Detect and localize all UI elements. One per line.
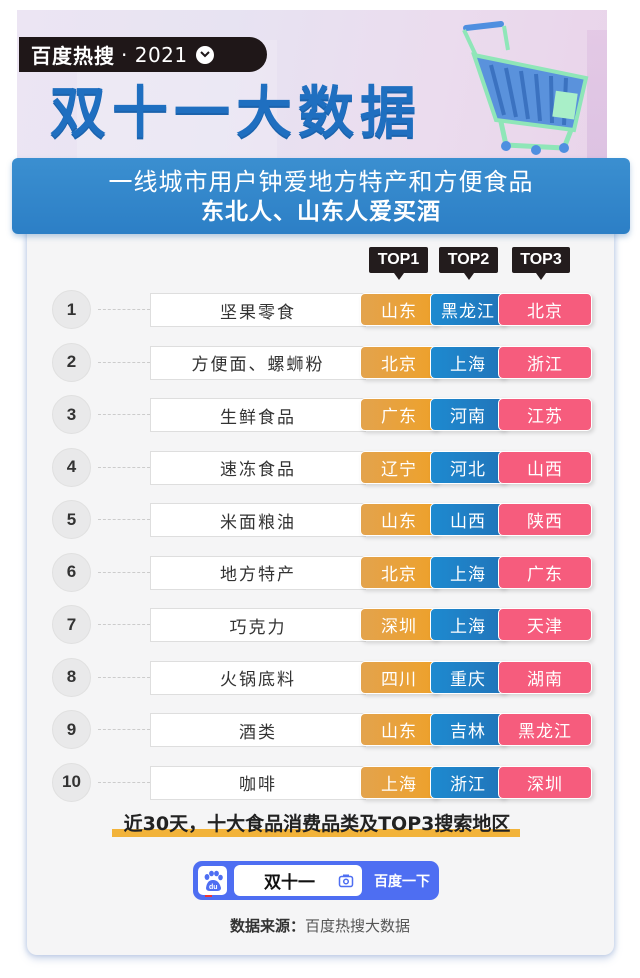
rank-badge: 2 <box>52 342 91 382</box>
category-label: 酒类 <box>150 713 366 747</box>
top1-region-pill: 上海 <box>360 765 438 799</box>
baidu-paw-icon: du <box>198 866 227 895</box>
top3-region-pill: 江苏 <box>498 398 592 431</box>
dashed-connector <box>98 414 150 415</box>
table-row: 8 火锅底料 四川 重庆 湖南 <box>0 657 640 698</box>
table-row: 7 巧克力 深圳 上海 天津 <box>0 605 640 645</box>
top2-region-pill: 上海 <box>430 555 506 589</box>
category-label: 巧克力 <box>150 608 366 642</box>
rank-badge: 5 <box>52 500 91 539</box>
rank-badge: 10 <box>52 762 91 802</box>
category-label: 咖啡 <box>150 765 366 800</box>
column-header-top1: TOP1 <box>369 247 428 280</box>
top2-region-pill: 河南 <box>430 398 506 431</box>
shopping-cart-icon <box>446 10 596 160</box>
top3-region-pill: 北京 <box>498 293 592 326</box>
category-label: 方便面、螺蛳粉 <box>150 345 366 380</box>
category-label: 米面粮油 <box>150 503 366 537</box>
rank-badge: 8 <box>52 657 91 697</box>
top3-region-pill: 陕西 <box>498 503 592 536</box>
camera-icon[interactable] <box>338 873 354 888</box>
top3-region-pill: 黑龙江 <box>498 713 592 746</box>
table-row: 2 方便面、螺蛳粉 北京 上海 浙江 <box>0 342 640 383</box>
table-row: 3 生鲜食品 广东 河南 江苏 <box>0 395 640 435</box>
top2-region-pill: 上海 <box>430 345 506 379</box>
table-row: 1 坚果零食 山东 黑龙江 北京 <box>0 290 640 330</box>
top3-region-pill: 湖南 <box>498 660 592 694</box>
top2-region-pill: 吉林 <box>430 713 506 746</box>
category-label: 速冻食品 <box>150 450 366 485</box>
dashed-connector <box>98 519 150 520</box>
search-box: du 双十一 百度一下 <box>193 861 439 900</box>
column-header-top3: TOP3 <box>512 247 570 280</box>
top2-region-pill: 重庆 <box>430 660 506 694</box>
top3-region-pill: 广东 <box>498 555 592 589</box>
dashed-connector <box>98 624 150 625</box>
rank-badge: 1 <box>52 290 91 329</box>
top1-region-pill: 北京 <box>360 345 438 379</box>
rank-badge: 9 <box>52 710 91 749</box>
rank-badge: 3 <box>52 395 91 434</box>
search-query: 双十一 <box>264 873 315 893</box>
dashed-connector <box>98 781 150 783</box>
subtitle-line-1: 一线城市用户钟爱地方特产和方便食品 <box>108 168 534 196</box>
data-source-value: 百度热搜大数据 <box>305 917 411 935</box>
top1-region-pill: 山东 <box>360 503 438 536</box>
top3-region-pill: 深圳 <box>498 765 592 799</box>
rank-badge: 7 <box>52 605 91 644</box>
search-button[interactable]: 百度一下 <box>374 873 430 890</box>
year-label: · 2021 <box>121 42 188 67</box>
table-row: 10 咖啡 上海 浙江 深圳 <box>0 762 640 803</box>
top1-region-pill: 广东 <box>360 398 438 431</box>
data-source-label: 数据来源： <box>229 917 305 935</box>
subtitle-bar: 一线城市用户钟爱地方特产和方便食品 东北人、山东人爱买酒 <box>12 158 630 234</box>
top2-region-pill: 山西 <box>430 503 506 536</box>
dashed-connector <box>98 571 150 573</box>
footnote-underline <box>112 829 520 837</box>
category-label: 生鲜食品 <box>150 398 366 432</box>
dashed-connector <box>98 466 150 468</box>
top1-region-pill: 山东 <box>360 713 438 746</box>
rank-badge: 4 <box>52 447 91 487</box>
page-title: 双十一大数据 <box>50 81 422 146</box>
svg-text:du: du <box>209 884 218 891</box>
top3-region-pill: 天津 <box>498 608 592 641</box>
dashed-connector <box>98 729 150 730</box>
category-label: 地方特产 <box>150 555 366 590</box>
table-row: 6 地方特产 北京 上海 广东 <box>0 552 640 593</box>
dashed-connector <box>98 361 150 363</box>
table-row: 5 米面粮油 山东 山西 陕西 <box>0 500 640 540</box>
search-input[interactable]: 双十一 <box>234 865 362 896</box>
column-header-top2: TOP2 <box>439 247 498 280</box>
top1-region-pill: 四川 <box>360 660 438 694</box>
table-row: 9 酒类 山东 吉林 黑龙江 <box>0 710 640 750</box>
top3-region-pill: 浙江 <box>498 345 592 379</box>
category-label: 坚果零食 <box>150 293 366 327</box>
logo-accent <box>205 895 212 897</box>
banner-side-decoration <box>587 30 607 160</box>
footnote: 近30天，十大食品消费品类及TOP3搜索地区 <box>123 813 511 835</box>
category-label: 火锅底料 <box>150 660 366 695</box>
top1-region-pill: 深圳 <box>360 608 438 641</box>
brand-name: 百度热搜 <box>31 44 115 68</box>
dashed-connector <box>98 309 150 310</box>
top1-region-pill: 山东 <box>360 293 438 326</box>
data-source: 数据来源：百度热搜大数据 <box>0 915 640 936</box>
top2-region-pill: 浙江 <box>430 765 506 799</box>
top2-region-pill: 河北 <box>430 450 506 484</box>
chevron-down-icon <box>195 45 214 64</box>
top1-region-pill: 北京 <box>360 555 438 589</box>
subtitle-line-2: 东北人、山东人爱买酒 <box>201 199 441 225</box>
top2-region-pill: 上海 <box>430 608 506 641</box>
top3-region-pill: 山西 <box>498 450 592 484</box>
rank-badge: 6 <box>52 552 91 592</box>
brand-tag: 百度热搜 · 2021 <box>19 37 267 72</box>
dashed-connector <box>98 676 150 678</box>
table-row: 4 速冻食品 辽宁 河北 山西 <box>0 447 640 488</box>
top2-region-pill: 黑龙江 <box>430 293 506 326</box>
top1-region-pill: 辽宁 <box>360 450 438 484</box>
